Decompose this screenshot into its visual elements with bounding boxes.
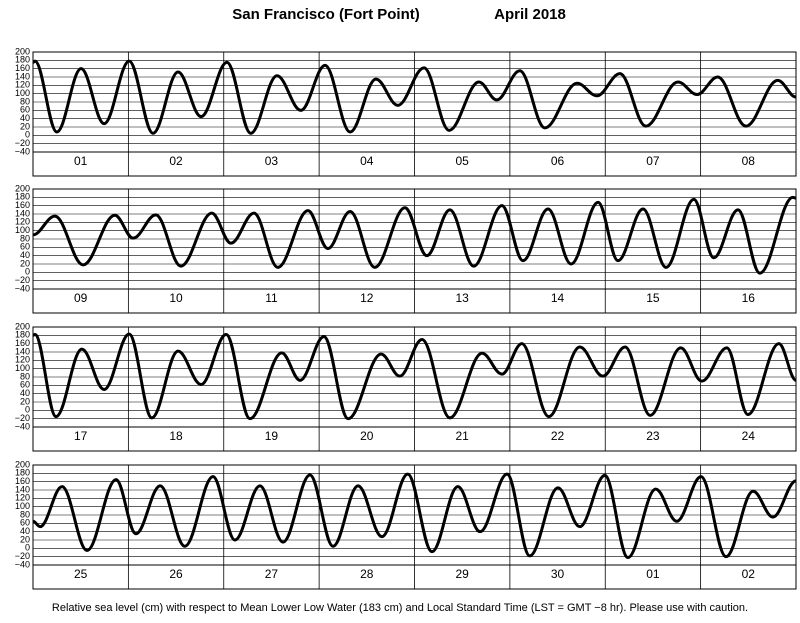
day-label: 11 xyxy=(265,291,278,305)
day-label: 19 xyxy=(265,429,279,443)
y-tick-label: 40 xyxy=(20,526,30,536)
y-tick-label: 160 xyxy=(15,63,30,73)
y-tick-label: 60 xyxy=(20,242,30,252)
panel-frame xyxy=(32,326,797,452)
day-label: 12 xyxy=(360,291,374,305)
y-tick-label: −40 xyxy=(15,146,30,156)
y-tick-label: 180 xyxy=(15,192,30,202)
y-tick-label: −40 xyxy=(15,283,30,293)
day-label: 05 xyxy=(456,154,470,168)
y-tick-label: 200 xyxy=(15,321,30,331)
day-label: 27 xyxy=(265,567,279,581)
y-tick-label: 0 xyxy=(25,267,30,277)
day-label: 15 xyxy=(646,291,660,305)
y-tick-label: 100 xyxy=(15,501,30,511)
y-tick-label: 100 xyxy=(15,225,30,235)
y-tick-label: 20 xyxy=(20,396,30,406)
y-tick-label: 40 xyxy=(20,250,30,260)
y-tick-label: 160 xyxy=(15,338,30,348)
y-tick-label: 40 xyxy=(20,388,30,398)
y-tick-label: 120 xyxy=(15,493,30,503)
day-label: 02 xyxy=(742,567,756,581)
y-tick-label: 80 xyxy=(20,509,30,519)
y-tick-label: −20 xyxy=(15,275,30,285)
day-label: 21 xyxy=(456,429,470,443)
day-label: 16 xyxy=(742,291,756,305)
y-tick-label: 0 xyxy=(25,130,30,140)
day-label: 14 xyxy=(551,291,565,305)
y-tick-label: 140 xyxy=(15,346,30,356)
day-label: 06 xyxy=(551,154,565,168)
y-tick-label: 160 xyxy=(15,200,30,210)
y-tick-label: 0 xyxy=(25,405,30,415)
y-tick-label: 80 xyxy=(20,96,30,106)
day-label: 18 xyxy=(169,429,183,443)
day-label: 25 xyxy=(74,567,88,581)
y-tick-label: −40 xyxy=(15,421,30,431)
tide-line xyxy=(32,332,797,421)
y-tick-label: 180 xyxy=(15,55,30,65)
day-label: 09 xyxy=(74,291,88,305)
y-tick-label: 80 xyxy=(20,371,30,381)
y-tick-label: 180 xyxy=(15,330,30,340)
y-tick-label: 120 xyxy=(15,80,30,90)
day-label: 24 xyxy=(742,429,756,443)
y-tick-label: 200 xyxy=(15,183,30,193)
y-tick-label: 200 xyxy=(15,459,30,469)
y-tick-label: −20 xyxy=(15,413,30,423)
y-tick-label: 0 xyxy=(25,543,30,553)
y-tick-label: 180 xyxy=(15,468,30,478)
y-tick-label: 20 xyxy=(20,121,30,131)
day-label: 26 xyxy=(169,567,183,581)
y-tick-label: 20 xyxy=(20,534,30,544)
day-label: 03 xyxy=(265,154,279,168)
day-label: 01 xyxy=(74,154,88,168)
y-tick-label: 200 xyxy=(15,46,30,56)
y-tick-label: 140 xyxy=(15,484,30,494)
y-tick-label: 60 xyxy=(20,105,30,115)
day-label: 01 xyxy=(646,567,660,581)
day-label: 29 xyxy=(456,567,470,581)
y-tick-label: −40 xyxy=(15,559,30,569)
y-tick-label: 80 xyxy=(20,233,30,243)
day-label: 22 xyxy=(551,429,565,443)
y-tick-label: 60 xyxy=(20,518,30,528)
y-tick-label: 100 xyxy=(15,363,30,373)
y-tick-label: 120 xyxy=(15,217,30,227)
y-tick-label: 160 xyxy=(15,476,30,486)
panel-frame xyxy=(32,51,797,177)
day-label: 28 xyxy=(360,567,374,581)
day-label: 23 xyxy=(646,429,660,443)
y-tick-label: −20 xyxy=(15,138,30,148)
y-tick-label: 100 xyxy=(15,88,30,98)
day-label: 30 xyxy=(551,567,565,581)
chart-title: San Francisco (Fort Point) xyxy=(232,6,420,23)
footnote: Relative sea level (cm) with respect to … xyxy=(52,602,748,614)
y-tick-label: 140 xyxy=(15,208,30,218)
tide-line xyxy=(32,59,797,135)
tide-line xyxy=(32,472,797,559)
day-label: 08 xyxy=(742,154,756,168)
day-label: 02 xyxy=(169,154,183,168)
panel-frame xyxy=(32,464,797,590)
tide-line xyxy=(32,195,797,275)
y-tick-label: −20 xyxy=(15,551,30,561)
y-tick-label: 60 xyxy=(20,380,30,390)
chart-date: April 2018 xyxy=(494,6,566,23)
day-label: 20 xyxy=(360,429,374,443)
y-tick-label: 20 xyxy=(20,258,30,268)
y-tick-label: 140 xyxy=(15,71,30,81)
day-label: 17 xyxy=(74,429,88,443)
panel-frame xyxy=(32,188,797,314)
y-tick-label: 120 xyxy=(15,355,30,365)
day-label: 07 xyxy=(646,154,660,168)
day-label: 10 xyxy=(169,291,183,305)
day-label: 13 xyxy=(456,291,470,305)
day-label: 04 xyxy=(360,154,374,168)
y-tick-label: 40 xyxy=(20,113,30,123)
